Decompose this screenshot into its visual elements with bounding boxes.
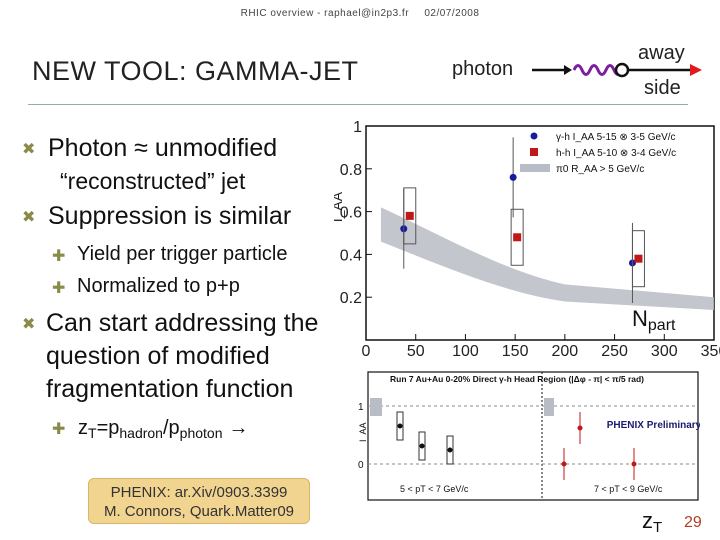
left-panel-label: 5 < pT < 7 GeV/c xyxy=(400,484,469,494)
zt-axis-label: zT xyxy=(642,508,663,536)
left-panel-error-box xyxy=(396,411,404,441)
x-tick-label: 0 xyxy=(362,343,371,358)
photon-wave-icon xyxy=(572,64,624,76)
citation-line-2: M. Connors, Quark.Matter09 xyxy=(103,503,295,520)
bottom-chart-title: Run 7 Au+Au 0-20% Direct γ-h Head Region… xyxy=(390,374,644,384)
bullet-2-sub-1-text: Yield per trigger particle xyxy=(77,243,288,265)
h-h-error-box xyxy=(631,230,645,288)
bullet-3-cont-2: fragmentation function xyxy=(22,373,352,411)
bullet-3-text: Can start addressing the xyxy=(46,309,319,337)
y-tick-label: 0.8 xyxy=(340,162,362,179)
y-tick-label: 0 xyxy=(358,460,364,471)
right-panel-label: 7 < pT < 9 GeV/c xyxy=(594,484,663,494)
bullet-3: ✖ Can start addressing the xyxy=(22,307,352,340)
y-tick-label: 1 xyxy=(353,119,362,136)
y-tick-label: 0.6 xyxy=(340,205,362,222)
bullet-plus-icon: ✚ xyxy=(52,248,66,265)
y-tick-label: 0.4 xyxy=(340,247,362,264)
norm-uncertainty-box xyxy=(544,398,554,416)
bullet-1-text: Photon ≈ unmodified xyxy=(48,134,278,162)
bullet-2: ✖ Suppression is similar xyxy=(22,199,352,239)
y-tick-label: 0.2 xyxy=(340,290,362,307)
left-panel-point xyxy=(447,447,453,453)
legend-marker xyxy=(520,164,550,172)
right-panel-point xyxy=(561,461,567,467)
bullet-x-icon: ✖ xyxy=(22,209,36,226)
iaa-vs-zt-chart: 1 0 I_AA Run 7 Au+Au 0-20% Direct γ-h Head … xyxy=(358,371,700,501)
citation-line-1: PHENIX: ar.Xiv/0903.3399 xyxy=(110,484,288,501)
bullet-list: ✖ Photon ≈ unmodified “reconstructed” je… xyxy=(22,132,352,445)
x-tick-label: 300 xyxy=(651,343,678,358)
bullet-1-text-line2: “reconstructed” jet xyxy=(60,168,246,194)
x-tick-label: 100 xyxy=(452,343,479,358)
legend-entry: h-h I_AA 5-10 ⊗ 3-4 GeV/c xyxy=(556,148,676,159)
left-panel-point xyxy=(397,423,403,429)
header-author: RHIC overview - raphael@in2p3.fr xyxy=(240,8,410,19)
bullet-1-cont: “reconstructed” jet xyxy=(22,165,352,199)
zt-definition: zT=phadron/pphoton → xyxy=(78,417,249,441)
right-arrow-icon: → xyxy=(228,417,249,439)
phenix-watermark: PHENIX Preliminary xyxy=(607,420,700,431)
left-panel-error-box xyxy=(418,431,426,461)
bullet-plus-icon: ✚ xyxy=(52,280,66,297)
header-date: 02/07/2008 xyxy=(424,8,480,19)
bullet-x-icon: ✖ xyxy=(22,316,36,333)
h-h-error-box xyxy=(510,208,524,266)
bullet-2-text: Suppression is similar xyxy=(48,202,292,230)
legend-entry: π0 R_AA > 5 GeV/c xyxy=(556,164,644,175)
photon-arrow-head xyxy=(564,65,572,75)
legend-marker xyxy=(530,132,538,140)
h-h-error-box xyxy=(403,187,417,245)
x-tick-label: 200 xyxy=(552,343,579,358)
gamma-h-point xyxy=(509,173,517,181)
right-panel-point xyxy=(631,461,637,467)
x-tick-label: 250 xyxy=(601,343,628,358)
vertex-circle-icon xyxy=(614,62,630,78)
bullet-2-sub-2: ✚ Normalized to p+p xyxy=(22,273,352,307)
norm-uncertainty-box xyxy=(370,398,382,416)
title-divider xyxy=(28,104,688,105)
left-panel-error-box xyxy=(446,435,454,465)
h-h-point xyxy=(513,233,522,242)
bullet-3-text-line3: fragmentation function xyxy=(46,375,294,403)
left-panel-point xyxy=(419,443,425,449)
iaa-vs-npart-chart: 0.2 0.4 0.6 0.8 1 I_AA 0 50 100 150 200 250 300 350 γ-… xyxy=(334,119,720,358)
y-axis-label: I_AA xyxy=(358,422,368,442)
page-number: 29 xyxy=(684,514,702,531)
bullet-2-sub-2-text: Normalized to p+p xyxy=(77,275,240,297)
y-tick-label: 1 xyxy=(358,402,364,413)
bullet-2-sub-1: ✚ Yield per trigger particle xyxy=(22,239,352,273)
citation-box: PHENIX: ar.Xiv/0903.3399 M. Connors, Qua… xyxy=(88,478,310,524)
x-tick-label: 50 xyxy=(407,343,425,358)
plot-frame xyxy=(367,371,699,501)
pi0-raa-band xyxy=(380,207,714,311)
bullet-3-sub-1: ✚ zT=phadron/pphoton → xyxy=(22,411,352,445)
side-label: side xyxy=(644,77,681,99)
bullet-1: ✖ Photon ≈ unmodified xyxy=(22,132,352,165)
gamma-jet-diagram xyxy=(532,62,702,78)
bullet-plus-icon: ✚ xyxy=(52,421,66,438)
h-h-point xyxy=(634,254,643,263)
right-panel-point xyxy=(577,425,583,431)
bullet-3-text-line2: question of modified xyxy=(46,342,270,370)
bullet-3-cont-1: question of modified xyxy=(22,340,352,373)
bullet-x-icon: ✖ xyxy=(22,141,36,158)
slide-title: NEW TOOL: GAMMA-JET xyxy=(32,56,359,86)
y-axis-label: I_AA xyxy=(334,191,345,222)
legend-entry: γ-h I_AA 5-15 ⊗ 3-5 GeV/c xyxy=(556,132,676,143)
photon-label: photon xyxy=(452,58,514,80)
slide-header: RHIC overview - raphael@in2p3.fr 02/07/2… xyxy=(0,8,720,19)
npart-axis-label: Npart xyxy=(632,306,676,334)
away-label: away xyxy=(638,42,685,64)
x-tick-label: 150 xyxy=(502,343,529,358)
away-side-arrow-head xyxy=(690,64,702,76)
legend-marker xyxy=(530,148,538,156)
x-tick-label: 350 xyxy=(701,343,720,358)
h-h-point xyxy=(405,211,414,220)
